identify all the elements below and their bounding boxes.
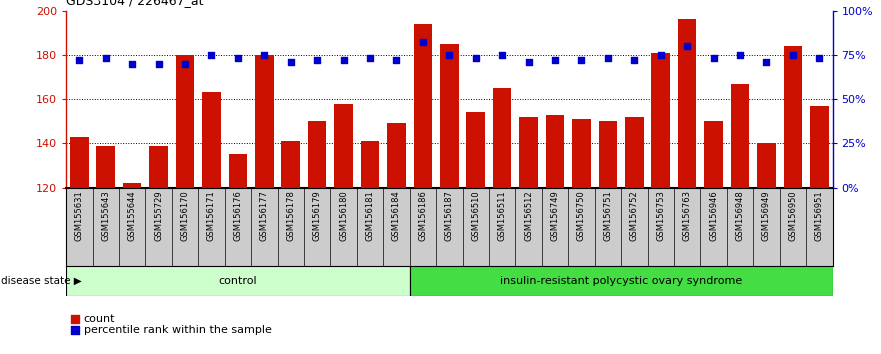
Text: GSM156750: GSM156750: [577, 190, 586, 241]
Text: GSM156948: GSM156948: [736, 190, 744, 241]
Point: [786, 52, 800, 58]
Bar: [410, 266, 833, 296]
Text: GSM155631: GSM155631: [75, 190, 84, 241]
Text: GSM156752: GSM156752: [630, 190, 639, 241]
Bar: [202, 92, 220, 188]
Point: [495, 52, 509, 58]
Bar: [730, 84, 749, 188]
Legend: count, percentile rank within the sample: count, percentile rank within the sample: [71, 314, 271, 335]
Point: [759, 59, 774, 65]
Bar: [545, 115, 564, 188]
Point: [627, 57, 641, 63]
Bar: [651, 53, 670, 188]
Text: GSM156949: GSM156949: [762, 190, 771, 241]
Bar: [334, 104, 352, 188]
Text: GSM156186: GSM156186: [418, 190, 427, 241]
Text: GSM155643: GSM155643: [101, 190, 110, 241]
Text: GSM156177: GSM156177: [260, 190, 269, 241]
Bar: [70, 137, 88, 188]
Text: GSM156181: GSM156181: [366, 190, 374, 241]
Text: GSM156512: GSM156512: [524, 190, 533, 241]
Bar: [281, 141, 300, 188]
Point: [257, 52, 271, 58]
Text: GSM156951: GSM156951: [815, 190, 824, 241]
Text: GSM155644: GSM155644: [128, 190, 137, 241]
Point: [152, 61, 166, 67]
Text: GDS3104 / 226467_at: GDS3104 / 226467_at: [66, 0, 204, 7]
Bar: [175, 55, 194, 188]
Bar: [413, 24, 432, 188]
Point: [389, 57, 403, 63]
Point: [522, 59, 536, 65]
Point: [733, 52, 747, 58]
Bar: [228, 154, 247, 188]
Point: [284, 59, 298, 65]
Bar: [783, 46, 802, 188]
Bar: [466, 113, 485, 188]
Point: [337, 57, 351, 63]
Text: GSM156510: GSM156510: [471, 190, 480, 241]
Text: GSM156751: GSM156751: [603, 190, 612, 241]
Point: [442, 52, 456, 58]
Text: GSM156180: GSM156180: [339, 190, 348, 241]
Point: [125, 61, 139, 67]
Bar: [492, 88, 511, 188]
Point: [574, 57, 589, 63]
Text: GSM156763: GSM156763: [683, 190, 692, 241]
Point: [416, 40, 430, 45]
Text: GSM156511: GSM156511: [498, 190, 507, 241]
Point: [72, 57, 86, 63]
Bar: [255, 55, 273, 188]
Text: disease state ▶: disease state ▶: [1, 275, 82, 286]
Point: [99, 56, 113, 61]
Text: GSM156179: GSM156179: [313, 190, 322, 241]
Bar: [704, 121, 722, 188]
Text: GSM156749: GSM156749: [551, 190, 559, 241]
Bar: [308, 121, 326, 188]
Point: [363, 56, 377, 61]
Point: [707, 56, 721, 61]
Point: [204, 52, 218, 58]
Text: GSM156184: GSM156184: [392, 190, 401, 241]
Bar: [598, 121, 617, 188]
Text: insulin-resistant polycystic ovary syndrome: insulin-resistant polycystic ovary syndr…: [500, 275, 742, 286]
Text: GSM156178: GSM156178: [286, 190, 295, 241]
Bar: [625, 117, 643, 188]
Text: GSM156187: GSM156187: [445, 190, 454, 241]
Bar: [810, 106, 828, 188]
Text: GSM156170: GSM156170: [181, 190, 189, 241]
Point: [654, 52, 668, 58]
Bar: [572, 119, 590, 188]
Text: GSM156946: GSM156946: [709, 190, 718, 241]
Point: [310, 57, 324, 63]
Text: GSM156950: GSM156950: [788, 190, 797, 241]
Bar: [757, 143, 775, 188]
Bar: [360, 141, 379, 188]
Text: GSM156176: GSM156176: [233, 190, 242, 241]
Bar: [519, 117, 537, 188]
Point: [548, 57, 562, 63]
Point: [812, 56, 826, 61]
Point: [178, 61, 192, 67]
Bar: [66, 266, 410, 296]
Point: [680, 43, 694, 49]
Text: GSM156171: GSM156171: [207, 190, 216, 241]
Text: GSM155729: GSM155729: [154, 190, 163, 241]
Point: [469, 56, 483, 61]
Bar: [677, 19, 696, 188]
Text: control: control: [218, 275, 257, 286]
Point: [601, 56, 615, 61]
Bar: [96, 145, 115, 188]
Bar: [122, 183, 141, 188]
Bar: [387, 124, 405, 188]
Bar: [149, 145, 167, 188]
Text: GSM156753: GSM156753: [656, 190, 665, 241]
Bar: [440, 44, 458, 188]
Point: [231, 56, 245, 61]
